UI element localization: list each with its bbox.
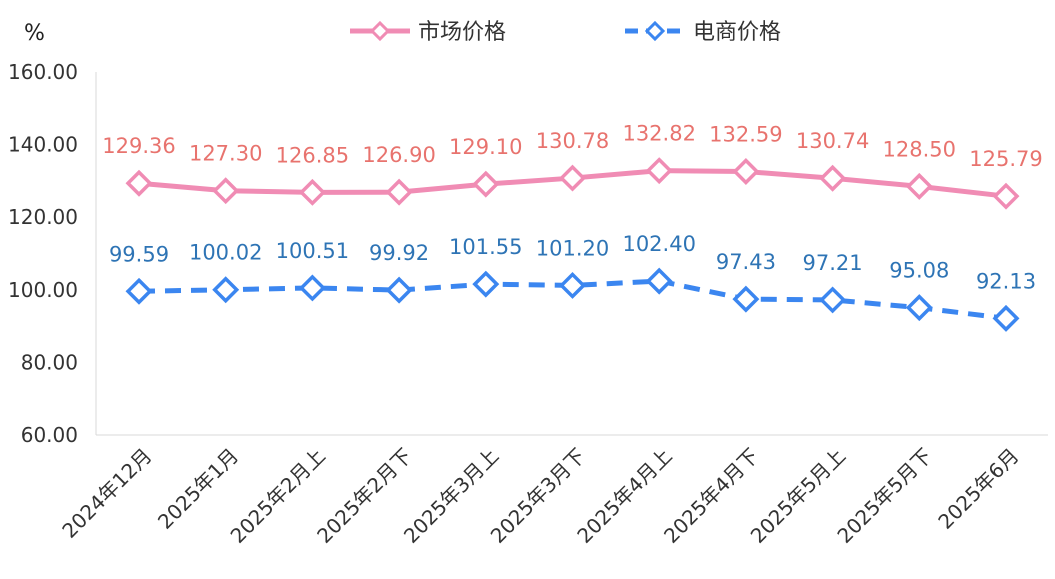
data-label: 101.55 [449, 235, 522, 259]
data-point [212, 177, 240, 205]
data-point [645, 157, 673, 185]
y-tick-label: 120.00 [8, 205, 78, 229]
data-point [819, 286, 847, 314]
data-point [385, 178, 413, 206]
data-label: 92.13 [976, 269, 1036, 293]
data-label: 95.08 [889, 259, 949, 283]
data-point [212, 276, 240, 304]
y-tick-label: 100.00 [8, 278, 78, 302]
data-label: 99.92 [369, 241, 429, 265]
data-point [125, 169, 153, 197]
y-axis-unit-label: % [24, 21, 45, 46]
data-label: 128.50 [883, 137, 956, 161]
data-point [385, 276, 413, 304]
data-point [472, 170, 500, 198]
series-layer: 129.36 127.30 126.85 126.90 129.10 130.78 132.… [102, 122, 1043, 332]
data-point [559, 271, 586, 299]
data-point [732, 158, 760, 185]
data-label: 125.79 [969, 147, 1042, 171]
data-label: 100.51 [276, 239, 349, 263]
series-line [138, 278, 1007, 321]
data-point [559, 164, 586, 192]
data-label: 129.36 [102, 134, 175, 158]
data-point [298, 178, 326, 206]
data-point [905, 294, 933, 322]
legend-marker [644, 20, 666, 42]
data-label: 100.02 [189, 241, 262, 265]
data-label: 99.59 [109, 242, 169, 266]
data-label: 126.90 [362, 143, 435, 167]
legend-label: 电商价格 [693, 20, 781, 45]
legend-item: 电商价格 [625, 20, 781, 45]
series: 99.59 100.02 100.51 99.92 101.55 101.20 102.40… [109, 232, 1036, 332]
data-point [992, 304, 1020, 332]
data-label: 132.59 [709, 122, 782, 146]
y-tick-label: 80.00 [21, 350, 78, 374]
data-label: 132.82 [622, 122, 695, 146]
data-point [472, 270, 500, 298]
y-tick-label: 140.00 [8, 133, 78, 157]
data-label: 129.10 [449, 135, 522, 159]
data-point [298, 274, 326, 302]
data-point [905, 172, 933, 200]
data-label: 130.74 [796, 129, 869, 153]
y-tick-label: 60.00 [21, 423, 78, 447]
legend: 市场价格 电商价格 [350, 20, 781, 45]
data-label: 97.43 [716, 250, 776, 274]
x-tick-label: 2024年12月 [57, 444, 156, 543]
data-point [125, 277, 153, 305]
y-tick-label: 160.00 [8, 60, 78, 84]
x-tick-label: 2025年1月 [153, 444, 243, 534]
data-label: 127.30 [189, 142, 262, 166]
data-label: 97.21 [803, 251, 863, 275]
data-label: 101.20 [536, 236, 609, 260]
legend-item: 市场价格 [350, 20, 506, 45]
data-point [819, 164, 847, 192]
series: 129.36 127.30 126.85 126.90 129.10 130.78 132.… [102, 122, 1043, 210]
data-point [645, 267, 673, 295]
data-point [732, 285, 760, 313]
data-label: 130.78 [536, 129, 609, 153]
legend-marker [369, 20, 391, 42]
legend-label: 市场价格 [418, 20, 506, 45]
x-tick-label: 2025年6月 [933, 444, 1023, 534]
data-label: 102.40 [622, 232, 695, 256]
data-point [992, 182, 1020, 210]
data-label: 126.85 [276, 143, 349, 167]
